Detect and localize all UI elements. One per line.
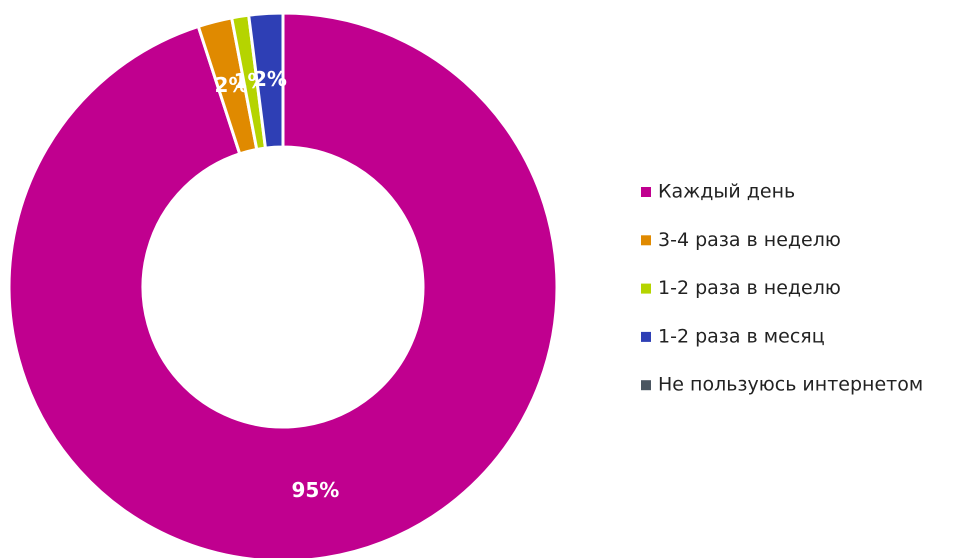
legend-swatch <box>641 235 651 246</box>
legend-label: 1-2 раза в месяц <box>658 325 825 347</box>
legend-swatch <box>641 187 651 197</box>
slice <box>246 11 285 150</box>
legend-swatch <box>641 380 651 391</box>
legend-swatch <box>641 283 651 294</box>
slice <box>7 11 559 558</box>
data-label: 2% <box>253 67 287 91</box>
legend-label: Каждый день <box>658 181 795 203</box>
data-label: 95% <box>291 478 339 502</box>
legend-label: Не пользуюсь интернетом <box>658 374 923 396</box>
legend-label: 3-4 раза в неделю <box>658 229 841 251</box>
legend-label: 1-2 раза в неделю <box>658 277 841 299</box>
legend-swatch <box>641 331 651 342</box>
